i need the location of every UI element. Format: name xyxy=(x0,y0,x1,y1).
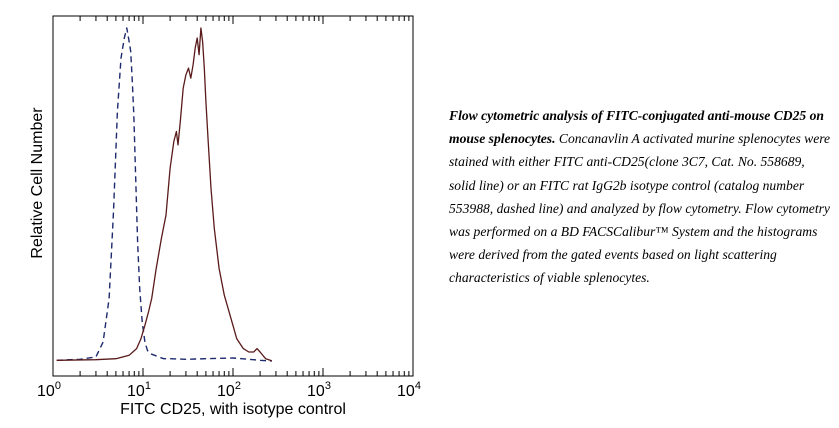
y-axis-label: Relative Cell Number xyxy=(29,107,46,259)
anti-cd25-solid-line xyxy=(56,27,272,362)
histogram-chart: 100 101 102 103 104 Relative Cell Number FIT… xyxy=(29,15,421,418)
x-tick-label: 104 xyxy=(397,380,421,400)
plot-frame xyxy=(52,15,414,377)
plot-border xyxy=(52,15,414,377)
x-tick-label: 102 xyxy=(217,380,241,400)
figure-caption: Flow cytometric analysis of FITC-conjuga… xyxy=(449,104,834,290)
isotype-control-dashed-line xyxy=(56,27,272,362)
caption-body: Concanavlin A activated murine splenocyt… xyxy=(449,131,831,286)
caption-title: Flow cytometric analysis of FITC-conjuga… xyxy=(449,108,824,147)
x-tick-label: 100 xyxy=(37,380,61,400)
x-tick-label: 101 xyxy=(127,380,151,400)
x-axis-ticks xyxy=(52,16,414,376)
x-tick-label: 103 xyxy=(307,380,331,400)
series-layer xyxy=(56,27,272,362)
x-axis-tick-labels: 100 101 102 103 104 xyxy=(37,380,421,400)
x-axis-label: FITC CD25, with isotype control xyxy=(120,401,346,418)
